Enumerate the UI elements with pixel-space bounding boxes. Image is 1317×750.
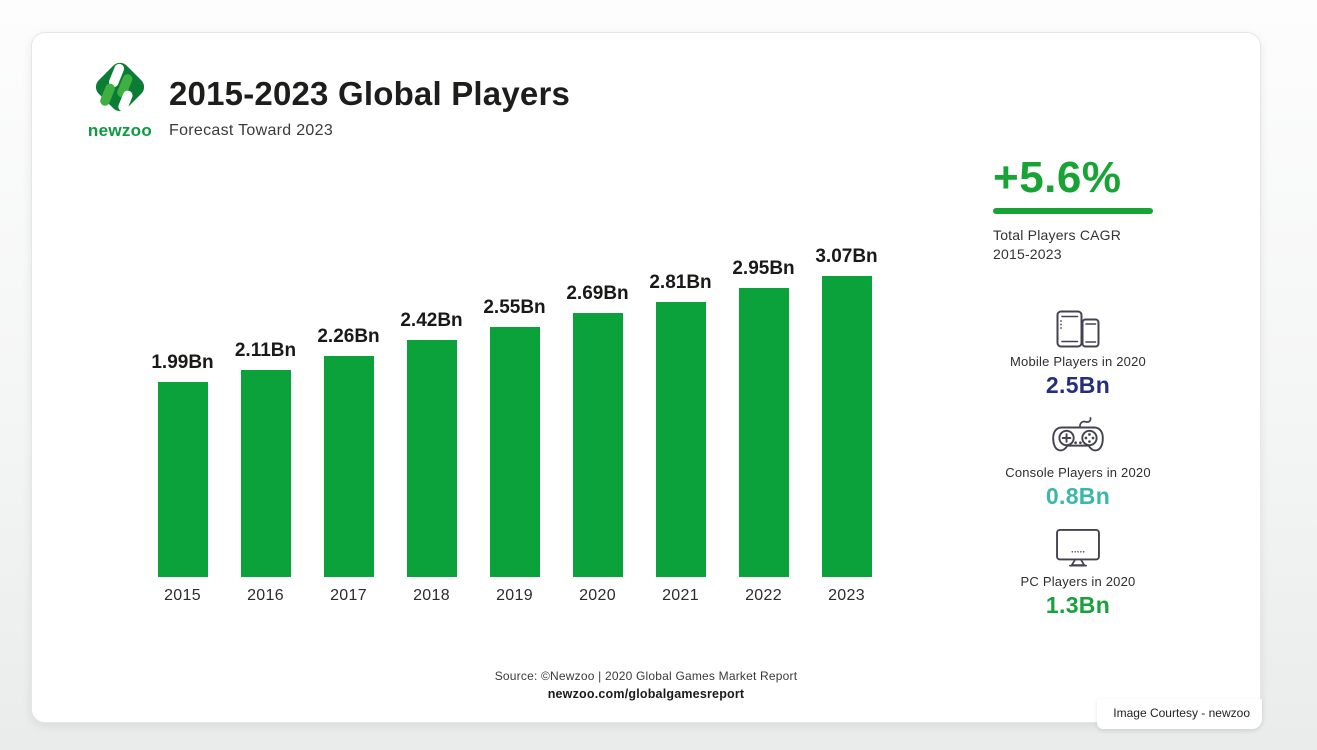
stat-console: Console Players in 2020 0.8Bn: [993, 416, 1163, 510]
newzoo-diamond-icon: [95, 62, 145, 112]
bar-value-label: 2.42Bn: [400, 310, 463, 331]
bar-column: 2.55Bn: [473, 297, 556, 577]
footer: Source: ©Newzoo | 2020 Global Games Mark…: [32, 669, 1260, 701]
x-axis-labels: 2015 2016 2017 2018 2019 2020 2021 2022 2023: [141, 587, 888, 605]
bar: [655, 302, 706, 577]
year-label: 2020: [579, 587, 616, 604]
report-card: newzoo 2015-2023 Global Players Forecast…: [31, 32, 1261, 723]
bar-value-label: 2.26Bn: [317, 326, 380, 347]
bar: [157, 382, 208, 577]
mobile-devices-icon: [1056, 310, 1100, 348]
cagr-label-line1: Total Players CAGR: [993, 227, 1122, 243]
logo-wordmark: newzoo: [87, 121, 153, 140]
stats-panel: +5.6% Total Players CAGR 2015-2023: [993, 156, 1163, 619]
image-courtesy-label: Image Courtesy - newzoo: [1097, 699, 1262, 729]
bar-column: 3.07Bn: [805, 246, 888, 577]
year-label: 2018: [413, 587, 450, 604]
cagr-underline: [993, 208, 1153, 214]
year-label: 2021: [662, 587, 699, 604]
bar: [738, 288, 789, 577]
bar-value-label: 2.55Bn: [483, 297, 546, 318]
year-label: 2023: [828, 587, 865, 604]
platform-stats: Mobile Players in 2020 2.5Bn: [993, 310, 1163, 619]
bar-column: 2.69Bn: [556, 283, 639, 577]
cagr-label-line2: 2015-2023: [993, 245, 1062, 262]
year-label: 2017: [330, 587, 367, 604]
bar-column: 2.81Bn: [639, 272, 722, 577]
report-url-text: newzoo.com/globalgamesreport: [547, 687, 745, 701]
bar-column: 2.11Bn: [224, 340, 307, 577]
bar-value-label: 2.69Bn: [566, 283, 629, 304]
bar-value-label: 1.99Bn: [151, 352, 214, 373]
stat-pc: PC Players in 2020 1.3Bn: [993, 528, 1163, 619]
bar-value-label: 3.07Bn: [815, 246, 878, 267]
bar: [572, 313, 623, 577]
page-subtitle: Forecast Toward 2023: [169, 122, 334, 139]
bar-column: 2.26Bn: [307, 326, 390, 577]
bar: [406, 340, 457, 577]
page-title: 2015-2023 Global Players: [169, 75, 571, 112]
newzoo-logo: newzoo: [87, 55, 153, 141]
stat-label: Console Players in 2020: [1005, 464, 1151, 480]
bar-column: 2.42Bn: [390, 310, 473, 577]
stat-value: 2.5Bn: [1045, 371, 1111, 398]
stat-mobile: Mobile Players in 2020 2.5Bn: [993, 310, 1163, 399]
source-text: Source: ©Newzoo | 2020 Global Games Mark…: [494, 669, 798, 683]
bar-chart: 1.99Bn 2.11Bn 2.26Bn 2.42Bn 2.55Bn 2.69Bn 2.81…: [141, 246, 888, 577]
stat-value: 1.3Bn: [1045, 591, 1111, 618]
gamepad-icon: [1049, 416, 1107, 459]
bar-value-label: 2.95Bn: [732, 258, 795, 279]
bar: [821, 276, 872, 577]
bar: [489, 327, 540, 577]
year-label: 2022: [745, 587, 782, 604]
bar-value-label: 2.81Bn: [649, 272, 712, 293]
bar: [323, 356, 374, 577]
year-label: 2016: [247, 587, 284, 604]
cagr-label: Total Players CAGR 2015-2023: [993, 226, 1163, 264]
title-block: 2015-2023 Global Players Forecast Toward…: [169, 75, 570, 140]
cagr-value: +5.6%: [993, 153, 1122, 202]
bar-value-label: 2.11Bn: [234, 340, 297, 361]
stat-label: PC Players in 2020: [1020, 573, 1136, 589]
year-label: 2019: [496, 587, 533, 604]
bar-column: 2.95Bn: [722, 258, 805, 577]
bar-column: 1.99Bn: [141, 352, 224, 577]
year-label: 2015: [164, 587, 201, 604]
stat-value: 0.8Bn: [1045, 482, 1111, 509]
bar: [240, 370, 291, 577]
desktop-monitor-icon: [1055, 528, 1101, 568]
stat-label: Mobile Players in 2020: [1010, 353, 1146, 369]
